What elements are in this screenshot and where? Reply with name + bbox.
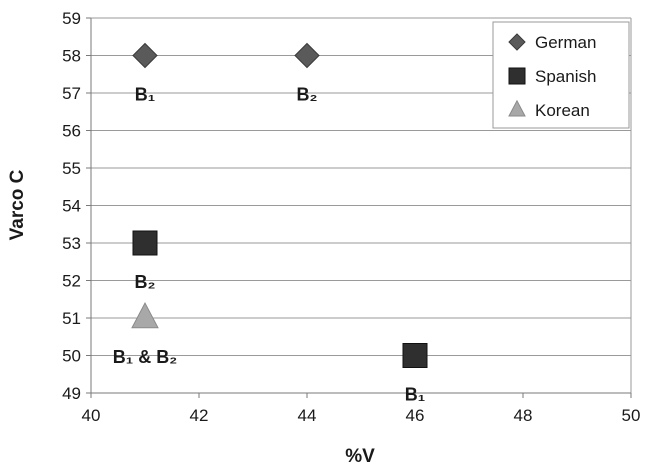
point-label: B₁ (135, 85, 155, 105)
y-tick-label: 54 (62, 197, 81, 216)
tick-labels: 49 50 51 52 53 54 55 56 57 58 59 40 42 44 46 48 50 (62, 9, 640, 425)
y-tick-label: 49 (62, 384, 81, 403)
y-tick-label: 55 (62, 159, 81, 178)
x-tick-label: 42 (190, 406, 209, 425)
german-point (132, 42, 158, 69)
legend-label: German (535, 33, 596, 52)
point-label: B₂ (297, 85, 318, 105)
data-labels: B₁ B₂ B₂ B₁ B₁ & B₂ (113, 85, 425, 405)
axes (86, 17, 632, 398)
legend-label: Spanish (535, 67, 596, 86)
legend-triangle-icon (508, 99, 526, 117)
y-tick-label: 56 (62, 122, 81, 141)
spanish-point (402, 343, 428, 368)
legend-diamond-icon (508, 33, 526, 51)
x-tick-label: 40 (82, 406, 101, 425)
x-tick-label: 44 (298, 406, 317, 425)
korean-point (131, 301, 159, 329)
x-tick-label: 50 (622, 406, 641, 425)
point-label: B₁ (405, 385, 425, 405)
legend-square-icon (508, 67, 526, 85)
legend: German Spanish Korean (492, 21, 630, 129)
x-axis-title: %V (345, 446, 375, 467)
y-tick-label: 52 (62, 272, 81, 291)
y-tick-label: 58 (62, 47, 81, 66)
point-label: B₂ (135, 272, 156, 292)
spanish-point (132, 230, 158, 256)
y-tick-label: 51 (62, 309, 81, 328)
y-tick-label: 53 (62, 234, 81, 253)
x-tick-label: 46 (406, 406, 425, 425)
y-tick-label: 50 (62, 347, 81, 366)
y-tick-label: 57 (62, 84, 81, 103)
point-label: B₁ & B₂ (113, 347, 177, 367)
german-point (294, 42, 320, 69)
y-axis-title: Varco C (7, 169, 28, 240)
legend-label: Korean (535, 101, 590, 120)
data-points (131, 42, 428, 368)
x-tick-label: 48 (514, 406, 533, 425)
y-tick-label: 59 (62, 9, 81, 28)
